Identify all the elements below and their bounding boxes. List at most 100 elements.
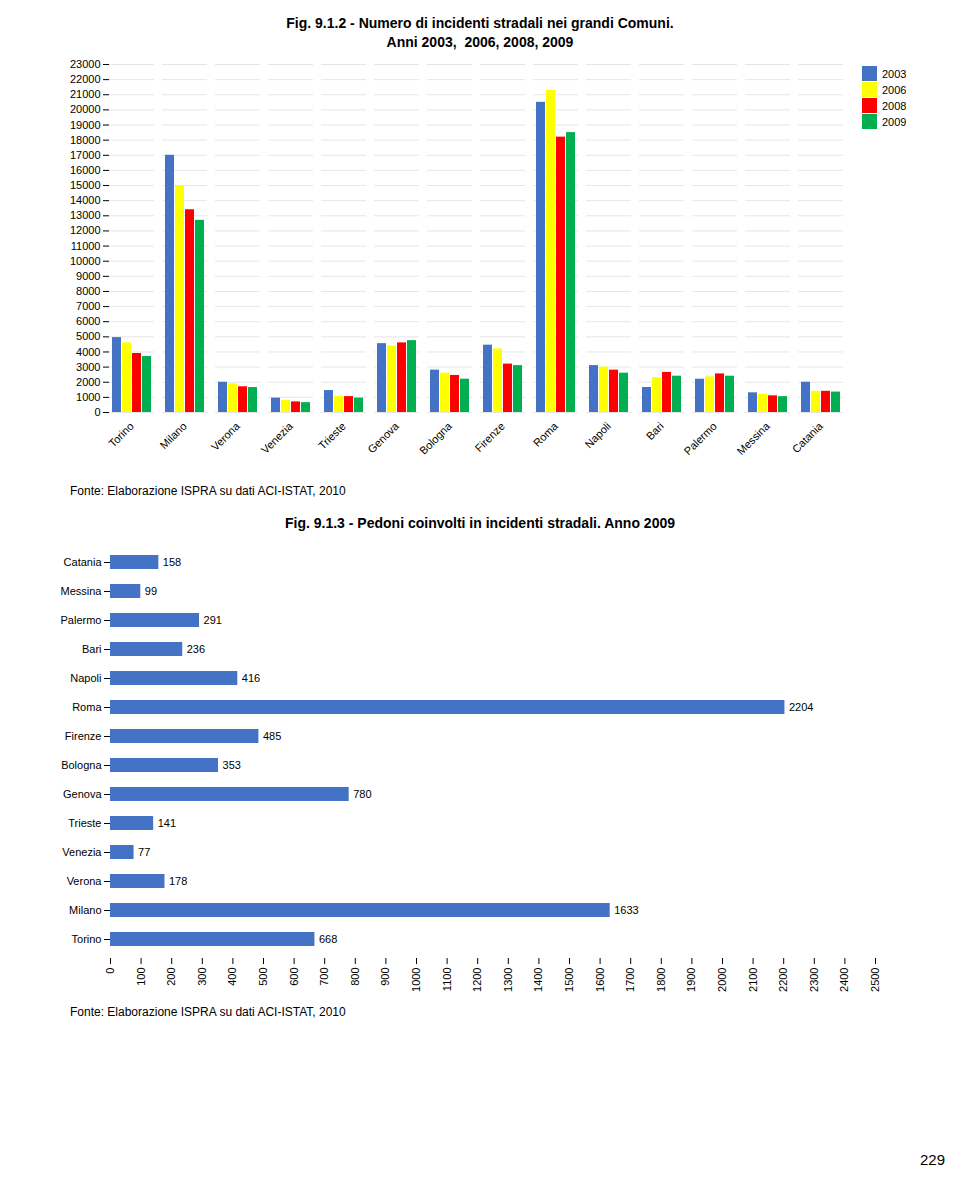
svg-text:16000: 16000 [69, 164, 100, 176]
svg-text:178: 178 [169, 875, 187, 887]
svg-text:1800: 1800 [655, 968, 667, 992]
svg-text:Messina: Messina [734, 419, 772, 457]
svg-text:Bari: Bari [82, 643, 102, 655]
svg-text:9000: 9000 [76, 270, 100, 282]
svg-text:5000: 5000 [76, 330, 100, 342]
svg-text:Trieste: Trieste [315, 420, 347, 452]
svg-text:Firenze: Firenze [472, 420, 506, 454]
svg-text:600: 600 [288, 968, 300, 986]
svg-text:2200: 2200 [777, 968, 789, 992]
svg-text:1700: 1700 [624, 968, 636, 992]
svg-text:Napoli: Napoli [582, 420, 613, 451]
svg-text:1600: 1600 [594, 968, 606, 992]
svg-text:158: 158 [163, 556, 181, 568]
svg-text:1900: 1900 [685, 968, 697, 992]
svg-text:6000: 6000 [76, 315, 100, 327]
html-text:Fonte: Elaborazione ISPRA su d: Fonte: Elaborazione ISPRA su dati ACI-IS… [70, 484, 346, 498]
svg-text:Venezia: Venezia [62, 846, 102, 858]
svg-text:Roma: Roma [72, 701, 102, 713]
svg-text:700: 700 [318, 968, 330, 986]
svg-text:Roma: Roma [530, 419, 560, 449]
svg-text:Palermo: Palermo [681, 420, 718, 457]
svg-text:17000: 17000 [69, 149, 100, 161]
svg-text:2000: 2000 [76, 376, 100, 388]
svg-text:20000: 20000 [69, 103, 100, 115]
svg-text:1000: 1000 [410, 968, 422, 992]
svg-text:1000: 1000 [76, 391, 100, 403]
svg-text:780: 780 [353, 788, 371, 800]
svg-text:Genova: Genova [63, 788, 102, 800]
svg-text:1400: 1400 [532, 968, 544, 992]
svg-text:21000: 21000 [69, 88, 100, 100]
html-text:2006: 2006 [882, 83, 907, 96]
svg-text:236: 236 [187, 643, 205, 655]
svg-text:Bologna: Bologna [61, 759, 102, 771]
svg-text:Milano: Milano [69, 904, 101, 916]
svg-text:291: 291 [204, 614, 222, 626]
svg-text:22000: 22000 [69, 73, 100, 85]
svg-text:Messina: Messina [61, 585, 103, 597]
svg-text:353: 353 [223, 759, 241, 771]
html-text:229: 229 [920, 1151, 945, 1168]
svg-text:Catania: Catania [64, 556, 103, 568]
svg-text:100: 100 [135, 968, 147, 986]
svg-text:2400: 2400 [838, 968, 850, 992]
svg-text:500: 500 [257, 968, 269, 986]
svg-text:1100: 1100 [441, 968, 453, 992]
svg-text:200: 200 [165, 968, 177, 986]
svg-text:8000: 8000 [76, 285, 100, 297]
svg-text:Catania: Catania [789, 419, 825, 455]
svg-text:0: 0 [94, 406, 100, 418]
svg-text:Torino: Torino [72, 933, 102, 945]
svg-text:668: 668 [319, 933, 337, 945]
svg-text:Napoli: Napoli [70, 672, 101, 684]
svg-text:Palermo: Palermo [61, 614, 102, 626]
html-text:Fonte: Elaborazione ISPRA su d: Fonte: Elaborazione ISPRA su dati ACI-IS… [70, 1005, 346, 1019]
svg-text:Verona: Verona [67, 875, 103, 887]
svg-text:416: 416 [242, 672, 260, 684]
svg-text:141: 141 [158, 817, 176, 829]
svg-text:Firenze: Firenze [65, 730, 102, 742]
svg-text:19000: 19000 [69, 119, 100, 131]
svg-text:Genova: Genova [365, 419, 401, 455]
svg-text:18000: 18000 [69, 134, 100, 146]
svg-text:12000: 12000 [69, 224, 100, 236]
svg-text:11000: 11000 [70, 240, 100, 252]
svg-text:2000: 2000 [716, 968, 728, 992]
svg-text:1500: 1500 [563, 968, 575, 992]
svg-text:485: 485 [263, 730, 281, 742]
svg-text:800: 800 [349, 968, 361, 986]
svg-text:23000: 23000 [69, 58, 100, 70]
svg-text:13000: 13000 [69, 209, 100, 221]
svg-text:77: 77 [138, 846, 150, 858]
svg-text:400: 400 [226, 968, 238, 986]
svg-text:2500: 2500 [869, 968, 881, 992]
svg-text:0: 0 [104, 968, 116, 974]
svg-text:Trieste: Trieste [68, 817, 101, 829]
html-text:Fig. 9.1.2 - Numero di inciden: Fig. 9.1.2 - Numero di incidenti stradal… [286, 15, 674, 31]
svg-text:Torino: Torino [106, 420, 136, 450]
svg-text:Venezia: Venezia [258, 419, 295, 456]
svg-text:1300: 1300 [502, 968, 514, 992]
svg-text:4000: 4000 [76, 345, 100, 357]
svg-text:Milano: Milano [157, 420, 188, 451]
svg-text:99: 99 [145, 585, 157, 597]
svg-text:2100: 2100 [747, 968, 759, 992]
svg-text:300: 300 [196, 968, 208, 986]
svg-text:14000: 14000 [69, 194, 100, 206]
svg-text:15000: 15000 [69, 179, 100, 191]
svg-text:3000: 3000 [76, 361, 100, 373]
svg-text:7000: 7000 [76, 300, 100, 312]
svg-text:Bari: Bari [643, 420, 665, 442]
svg-text:10000: 10000 [69, 255, 100, 267]
html-text:Anni 2003, 2006, 2008, 2009: Anni 2003, 2006, 2008, 2009 [386, 34, 574, 50]
svg-text:Verona: Verona [208, 419, 242, 453]
svg-text:1633: 1633 [614, 904, 638, 916]
svg-text:900: 900 [379, 968, 391, 986]
svg-text:Bologna: Bologna [416, 419, 454, 457]
svg-text:2204: 2204 [789, 701, 813, 713]
html-text:2003: 2003 [882, 67, 907, 80]
html-text:Fig. 9.1.3 - Pedoni coinvolti: Fig. 9.1.3 - Pedoni coinvolti in inciden… [285, 515, 675, 531]
svg-text:2300: 2300 [808, 968, 820, 992]
svg-text:1200: 1200 [471, 968, 483, 992]
